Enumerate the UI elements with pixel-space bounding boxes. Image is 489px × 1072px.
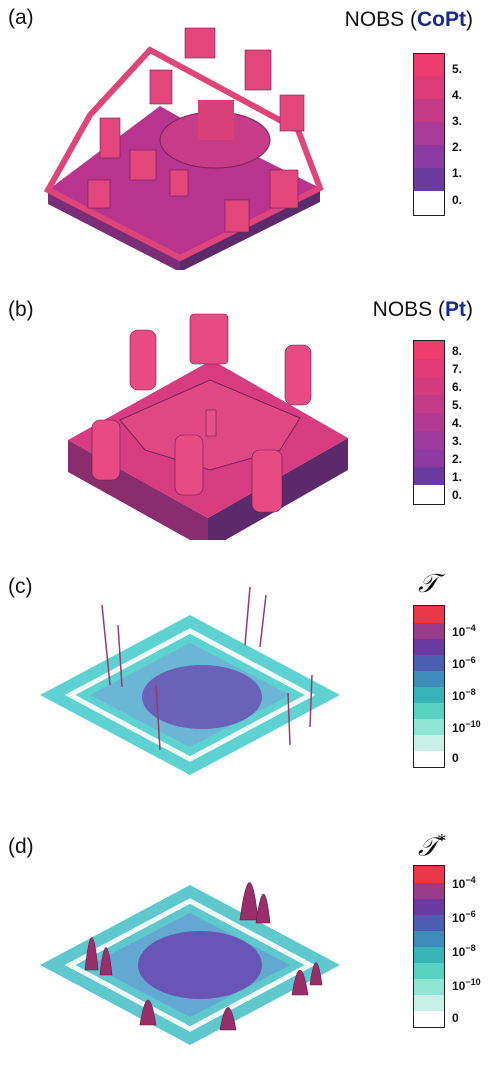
panel-a-tick: 2. [452,140,463,154]
panel-a-tick: 5. [452,62,463,76]
panel-b-tick: 2. [452,452,463,466]
panel-b-tick: 8. [452,344,463,358]
panel-d-tick: 0 [452,1011,459,1025]
panel-d-tick: 10−8 [452,943,476,959]
panel-b-tick: 5. [452,398,463,412]
panel-c-symbol: 𝒯 [418,569,438,599]
panel-a-title-suffix: ) [466,8,473,31]
panel-a-tick: 4. [452,88,463,102]
panel-a-tick: 0. [452,193,463,207]
panel-b-title-species: Pt [445,298,466,321]
panel-a-title-prefix: NOBS ( [344,8,417,31]
panel-c-tick: 10−4 [452,623,476,639]
panel-d-surface-plot [40,882,340,1045]
panel-a-tick: 1. [452,166,463,180]
panel-d-center-minimum [138,931,262,999]
panel-a-walls [87,27,305,233]
panel-c: (c) 𝒯 10−4 10−6 10−8 10−10 0 [0,565,489,815]
panel-c-surface-plot [40,586,340,775]
panel-a-title-species: CoPt [417,8,466,31]
panel-a-colorbar [413,53,445,216]
panel-a-surface-plot [43,27,324,270]
panel-d-tick: 10−6 [452,909,476,925]
panel-b-title-prefix: NOBS ( [372,298,445,321]
panel-d-peaks [84,882,323,1031]
panel-a-center-block [198,100,234,140]
panel-b-corner-walls [91,313,312,513]
panel-b-tick: 4. [452,416,463,430]
panel-c-label: (c) [8,575,33,598]
panel-d-tick: 10−10 [452,977,481,993]
panel-a-label: (a) [8,6,34,29]
panel-d-tick: 10−4 [452,875,476,891]
panel-b-title: NOBS (Pt) [373,298,473,322]
panel-b-surface-plot [68,313,348,540]
panel-b-tick: 7. [452,362,463,376]
panel-b-tick: 3. [452,434,463,448]
panel-b-title-suffix: ) [466,298,473,321]
panel-b-label: (b) [8,298,34,321]
panel-a: (a) NOBS (CoPt) 5. 4. 3. [0,0,489,270]
panel-b: (b) NOBS (Pt) 8. 7. 6. 5. 4. 3. 2. 1. [0,290,489,550]
panel-d-colorbar [413,865,445,1028]
panel-c-colorbar [413,605,445,768]
panel-c-tick: 0 [452,751,459,765]
panel-d: (d) 𝒯* 10−4 10−6 10−8 10−10 [0,825,489,1072]
panel-b-tick: 0. [452,488,463,502]
panel-a-tick: 3. [452,114,463,128]
panel-c-tick: 10−10 [452,719,481,735]
panel-c-tick: 10−6 [452,655,476,671]
panel-c-tick: 10−8 [452,687,476,703]
panel-c-spikes [101,586,313,751]
panel-c-center-minimum [142,665,262,729]
panel-b-tick: 6. [452,380,463,394]
panel-a-title: NOBS (CoPt) [345,8,473,32]
panel-b-colorbar [413,340,445,505]
panel-b-center-post [205,409,217,437]
panel-d-label: (d) [8,835,34,858]
panel-b-tick: 1. [452,470,463,484]
panel-c-white-ring [64,628,316,762]
panel-d-symbol: 𝒯* [418,831,446,863]
